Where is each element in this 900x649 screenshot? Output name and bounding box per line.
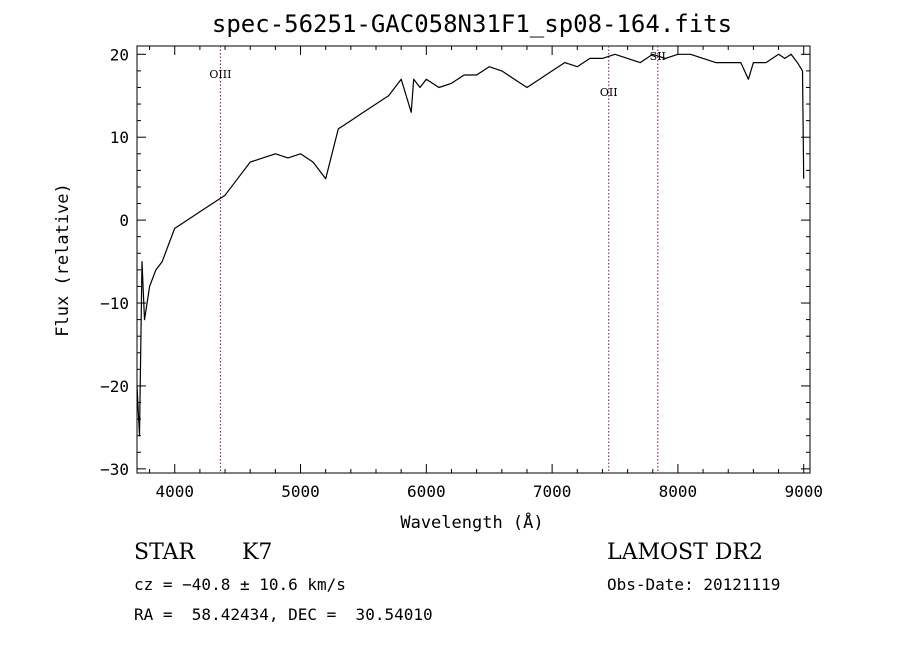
- coordinates: RA = 58.42434, DEC = 30.54010: [134, 605, 433, 624]
- y-tick-label: 20: [110, 45, 129, 64]
- x-tick-labels: 4000 5000 6000 7000 8000 9000: [155, 482, 823, 501]
- x-tick-label: 8000: [659, 482, 698, 501]
- line-marker-label: OIII: [209, 68, 231, 81]
- x-tick-label: 4000: [155, 482, 194, 501]
- y-axis-label: Flux (relative): [53, 183, 73, 337]
- y-tick-label: 0: [119, 211, 129, 230]
- x-axis-label: Wavelength (Å): [400, 511, 543, 533]
- x-tick-label: 7000: [533, 482, 572, 501]
- y-tick-label: −30: [100, 460, 129, 479]
- y-tick-labels: −30 −20 −10 0 10 20: [100, 45, 129, 479]
- redshift-cz: cz = −40.8 ± 10.6 km/s: [134, 575, 346, 594]
- x-tick-label: 9000: [784, 482, 823, 501]
- object-type: STAR: [134, 540, 196, 565]
- plot-frame: [136, 45, 811, 474]
- survey-name: LAMOST DR2: [607, 540, 763, 565]
- y-tick-label: −20: [100, 377, 129, 396]
- spectrum-series: [136, 53, 805, 437]
- y-tick-label: −10: [100, 294, 129, 313]
- x-tick-label: 5000: [281, 482, 320, 501]
- line-marker-label: OII: [600, 86, 618, 99]
- spectrum-line: [136, 53, 805, 437]
- object-subclass: K7: [242, 540, 272, 565]
- axis-ticks: [137, 46, 810, 473]
- x-tick-label: 6000: [407, 482, 446, 501]
- chart-title: spec-56251-GAC058N31F1_sp08-164.fits: [212, 10, 732, 38]
- observation-date: Obs-Date: 20121119: [607, 575, 780, 594]
- y-tick-label: 10: [110, 128, 129, 147]
